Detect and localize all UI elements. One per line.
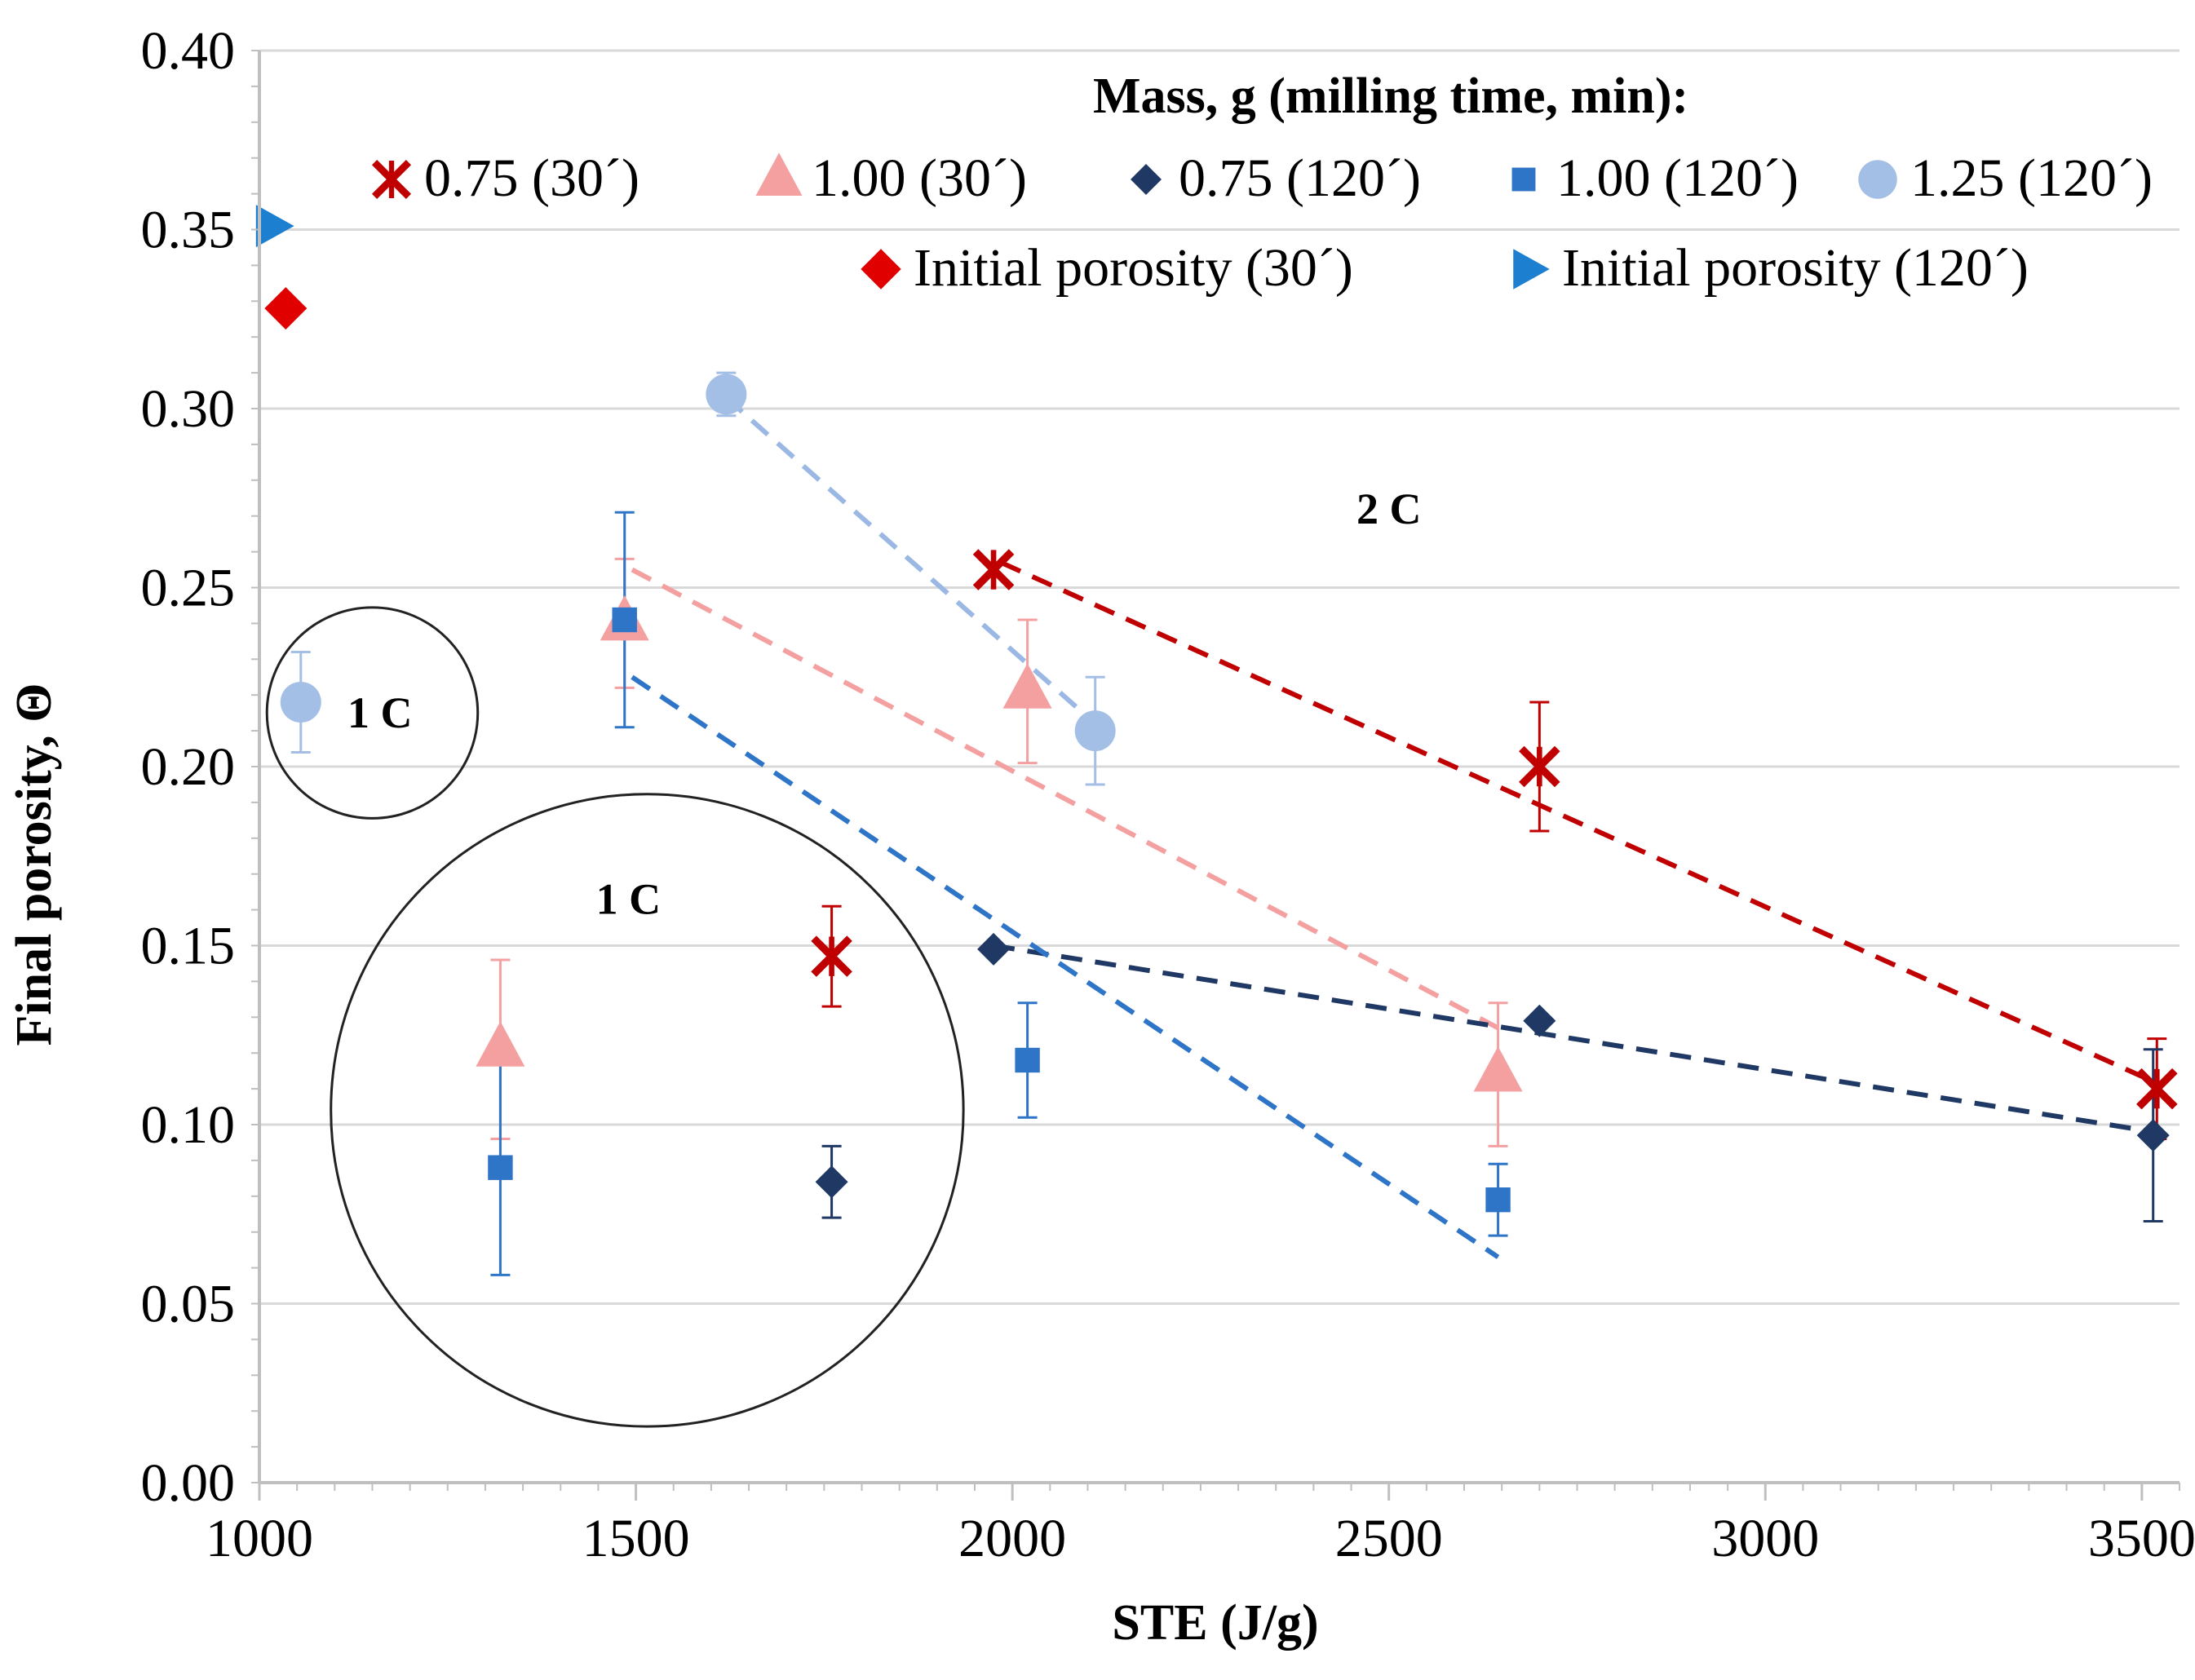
x-tick-label: 1500 (582, 1509, 690, 1568)
legend-label: 0.75 (30´) (424, 148, 639, 208)
legend-label: 1.00 (30´) (812, 148, 1027, 208)
y-tick-label: 0.20 (141, 737, 236, 797)
y-tick-label: 0.05 (141, 1275, 236, 1334)
y-tick-label: 0.25 (141, 559, 236, 618)
legend-entry: Initial porosity (120´) (1513, 238, 2029, 298)
x-tick-label: 2000 (958, 1509, 1066, 1568)
annotation-label: 1 C (596, 874, 662, 923)
y-tick-label: 0.00 (141, 1453, 236, 1513)
legend-label: 1.00 (120´) (1556, 148, 1799, 208)
x-axis-title: STE (J/g) (1112, 1595, 1318, 1651)
y-tick-label: 0.35 (141, 201, 236, 260)
y-tick-label: 0.10 (141, 1095, 236, 1155)
legend-marker (1858, 160, 1897, 199)
data-point (281, 682, 321, 723)
legend-title: Mass, g (milling time, min): (1093, 69, 1688, 124)
legend-label: 1.25 (120´) (1910, 148, 2153, 208)
y-tick-label: 0.30 (141, 379, 236, 439)
data-point (613, 608, 637, 632)
y-tick-label: 0.40 (141, 21, 236, 81)
data-point (488, 1155, 512, 1179)
y-tick-label: 0.15 (141, 917, 236, 976)
legend-label: Initial porosity (120´) (1562, 238, 2029, 298)
x-tick-label: 3500 (2088, 1509, 2195, 1568)
data-point (1485, 1187, 1510, 1212)
x-tick-label: 1000 (206, 1509, 313, 1568)
x-tick-label: 2500 (1335, 1509, 1443, 1568)
data-point (706, 374, 746, 414)
y-axis-title: Final porosity, Θ (7, 683, 62, 1046)
x-tick-label: 3000 (1711, 1509, 1819, 1568)
annotation-label: 1 C (347, 688, 413, 737)
legend-entry: Initial porosity (30´) (861, 238, 1353, 298)
data-point (1075, 710, 1116, 751)
data-point (1015, 1048, 1039, 1072)
legend-marker (1512, 168, 1536, 192)
legend-label: Initial porosity (30´) (914, 238, 1353, 298)
annotation-label: 2 C (1356, 484, 1422, 533)
legend-label: 0.75 (120´) (1179, 148, 1421, 208)
